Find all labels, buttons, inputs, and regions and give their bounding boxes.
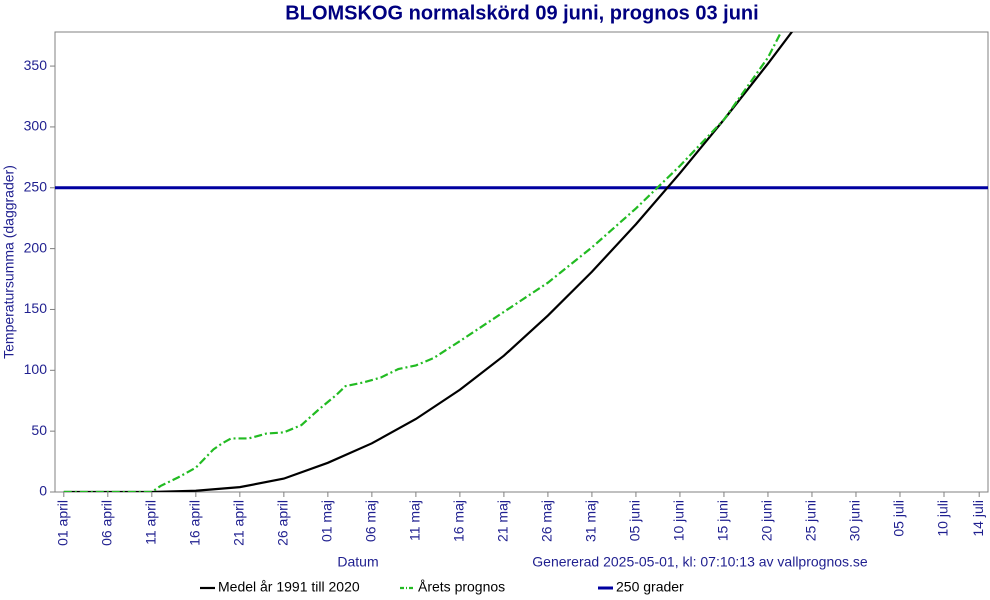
line-series [63, 32, 783, 492]
x-tick-label: 01 maj [319, 500, 335, 542]
y-tick-label: 250 [24, 178, 48, 194]
y-tick-label: 100 [24, 361, 48, 377]
legend-label: 250 grader [616, 579, 684, 595]
x-axis-label: Datum [337, 554, 378, 570]
chart-title: BLOMSKOG normalskörd 09 juni, prognos 03… [285, 2, 758, 24]
x-tick-label: 25 juni [803, 500, 819, 541]
x-tick-label: 16 maj [451, 500, 467, 542]
plot [55, 32, 988, 492]
x-tick-label: 20 juni [759, 500, 775, 541]
x-tick-label: 01 april [55, 500, 71, 546]
x-tick-label: 10 juni [671, 500, 687, 541]
y-tick-label: 200 [24, 239, 48, 255]
x-tick-label: 31 maj [583, 500, 599, 542]
line-series [63, 32, 794, 492]
x-tick-label: 06 maj [363, 500, 379, 542]
x-tick-label: 06 april [99, 500, 115, 546]
x-tick-label: 26 maj [539, 500, 555, 542]
y-tick-label: 150 [24, 300, 48, 316]
y-tick-label: 350 [24, 57, 48, 73]
x-tick-label: 26 april [275, 500, 291, 546]
x-tick-label: 05 juli [891, 500, 907, 537]
x-tick-label: 16 april [187, 500, 203, 546]
legend-label: Medel år 1991 till 2020 [218, 579, 360, 595]
x-tick-label: 15 juni [715, 500, 731, 541]
y-tick-label: 0 [39, 483, 47, 499]
footer: Genererad 2025-05-01, kl: 07:10:13 av va… [532, 554, 868, 570]
x-tick-label: 05 juni [627, 500, 643, 541]
x-tick-label: 14 juli [970, 500, 986, 537]
y-tick-label: 300 [24, 118, 48, 134]
y-axis-label: Temperatursumma (daggrader) [1, 165, 17, 359]
x-tick-label: 21 maj [495, 500, 511, 542]
x-tick-label: 30 juni [847, 500, 863, 541]
x-tick-label: 11 april [143, 500, 159, 545]
x-tick-label: 10 juli [935, 500, 951, 537]
x-tick-label: 11 maj [407, 500, 423, 541]
plot-frame [54, 31, 989, 493]
y-tick-label: 50 [31, 422, 47, 438]
x-tick-label: 21 april [231, 500, 247, 546]
legend-label: Årets prognos [418, 579, 505, 595]
